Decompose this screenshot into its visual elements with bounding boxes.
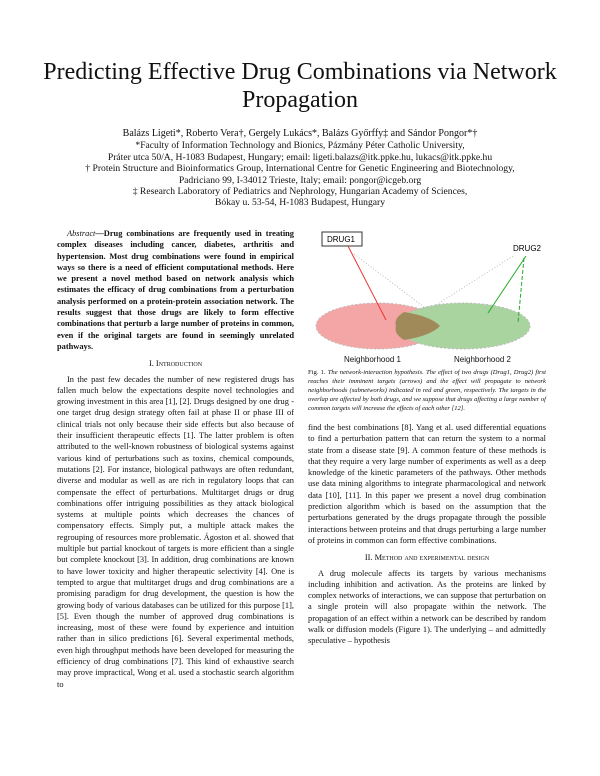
affiliation: *Faculty of Information Technology and B… xyxy=(135,140,465,152)
caption-label: Fig. 1. xyxy=(308,369,326,376)
drug2-label: DRUG2 xyxy=(513,244,542,253)
author-block: Balázs Ligeti*, Roberto Vera†, Gergely L… xyxy=(40,128,560,209)
author-names: Balázs Ligeti*, Roberto Vera†, Gergely L… xyxy=(122,128,478,139)
drug1-arrow xyxy=(347,245,387,321)
left-column: Abstract—Drug combinations are frequentl… xyxy=(57,228,294,690)
affiliation: † Protein Structure and Bioinformatics G… xyxy=(85,163,515,175)
caption-text: The network-interaction hypothesis. The … xyxy=(308,369,547,412)
abstract-text: —Drug combinations are frequently used i… xyxy=(57,229,294,351)
affiliation: ‡ Research Laboratory of Pediatrics and … xyxy=(132,186,468,198)
affiliation: Padriciano 99, I-34012 Trieste, Italy; e… xyxy=(178,174,422,186)
abstract-label: Abstract xyxy=(67,229,96,238)
drug1-label: DRUG1 xyxy=(327,235,356,244)
section-heading: I. Introduction xyxy=(148,359,203,369)
drug1-box xyxy=(321,231,363,247)
right-column: find the best combinations [8]. Yang et … xyxy=(308,422,546,647)
neighborhood-1-label: Neighborhood 1 xyxy=(344,355,401,364)
section-heading: II. Method and experimental design xyxy=(364,553,490,563)
overlap-region xyxy=(395,312,440,340)
paragraph: find the best combinations [8]. Yang et … xyxy=(308,423,546,545)
drug2-arrow-dashed xyxy=(517,257,525,324)
figure-network: DRUG1 DRUG2 Neighborhood 1 Neighborhood … xyxy=(315,231,542,364)
affiliation: Práter utca 50/A, H-1083 Budapest, Hunga… xyxy=(107,151,493,163)
affiliation: Bókay u. 53-54, H-1083 Budapest, Hungary xyxy=(215,197,385,209)
neighborhood-2-label: Neighborhood 2 xyxy=(454,355,511,364)
abstract: Abstract—Drug combinations are frequentl… xyxy=(57,228,294,352)
method-paragraph: A drug molecule affects its targets by v… xyxy=(308,568,546,646)
figure-caption: Fig. 1. The network-interaction hypothes… xyxy=(308,368,546,413)
paper-title: Predicting Effective Drug Combinations v… xyxy=(43,59,557,113)
intro-paragraph: In the past few decades the number of ne… xyxy=(57,374,294,689)
drug2-arrow xyxy=(487,255,527,314)
